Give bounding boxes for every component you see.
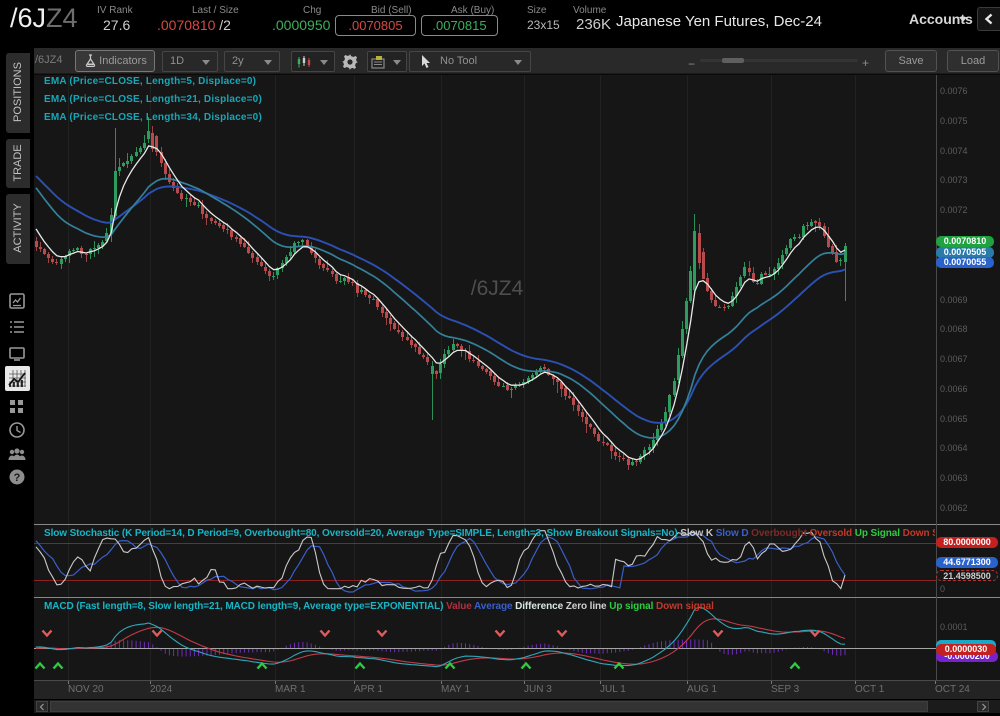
svg-text:?: ?: [14, 472, 21, 484]
svg-text:/6JZ4: /6JZ4: [471, 277, 524, 300]
